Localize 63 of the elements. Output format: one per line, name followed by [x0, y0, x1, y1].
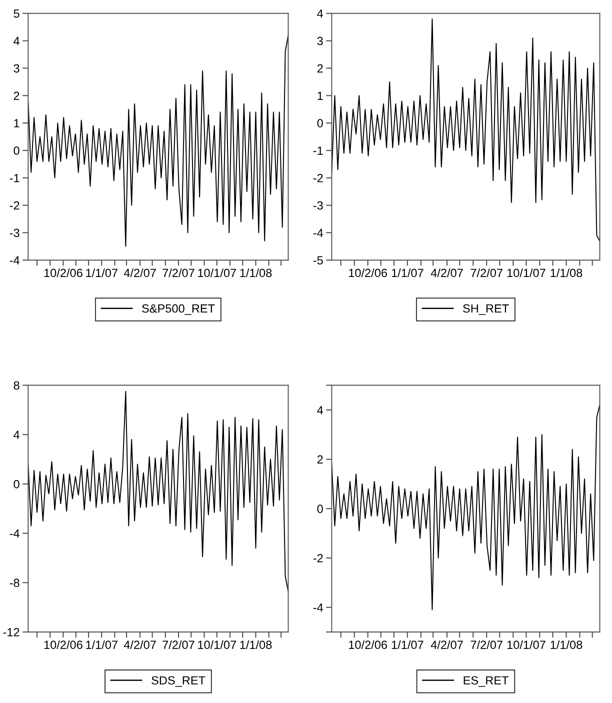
y-tick-label: -2 [313, 554, 323, 562]
y-tick-label: -4 [313, 228, 324, 237]
y-tick-label: 4 [317, 10, 324, 18]
y-tick-label: -3 [313, 201, 323, 210]
x-tick-label: 1/1/07 [392, 640, 424, 649]
y-tick-label: -2 [313, 174, 323, 182]
x-tick-label: 10/2/06 [44, 268, 82, 278]
y-tick-label: -12 [3, 628, 20, 636]
x-tick-label: 10/2/06 [44, 640, 82, 649]
legend-label: SDS_RET [152, 676, 206, 687]
x-tick-label: 1/1/08 [240, 640, 272, 649]
x-tick-label: 4/2/07 [124, 640, 156, 649]
x-tick-label: 4/2/07 [430, 640, 463, 649]
line-series [332, 18, 600, 242]
y-tick-label: -2 [10, 201, 20, 210]
x-tick-label: 1/1/08 [240, 268, 272, 278]
x-tick-label: 7/2/07 [470, 640, 502, 649]
line-series [332, 404, 600, 610]
x-tick-label: 10/2/06 [349, 268, 387, 278]
legend-label: SH_RET [463, 304, 509, 315]
x-tick-label: 1/1/07 [86, 268, 118, 278]
y-tick-label: -5 [313, 256, 323, 265]
legend-label: ES_RET [464, 676, 508, 687]
x-tick-label: 7/2/07 [162, 268, 194, 278]
y-tick-label: 1 [318, 92, 323, 100]
y-tick-label: 2 [317, 455, 323, 464]
legend-label: S&P500_RET [142, 304, 215, 315]
x-tick-label: 1/1/08 [550, 640, 582, 649]
x-tick-label: 1/1/07 [392, 268, 424, 278]
y-tick-label: 0 [14, 480, 20, 488]
x-tick-label: 10/1/07 [198, 640, 236, 649]
y-tick-label: -1 [313, 146, 323, 155]
x-tick-label: 1/1/08 [550, 268, 582, 278]
y-tick-label: 2 [14, 92, 20, 100]
y-tick-label: -4 [313, 603, 324, 612]
x-tick-label: 7/2/07 [162, 640, 194, 649]
y-tick-label: -8 [10, 578, 20, 588]
y-tick-label: -3 [10, 228, 20, 238]
y-tick-label: -4 [10, 529, 20, 538]
y-tick-label: 1 [14, 119, 20, 128]
y-tick-label: 3 [14, 64, 20, 73]
y-tick-label: -4 [10, 256, 20, 264]
y-tick-label: 0 [317, 119, 323, 128]
y-tick-label: 3 [317, 36, 323, 46]
line-series [28, 390, 288, 592]
y-tick-label: 4 [317, 406, 324, 414]
x-tick-label: 4/2/07 [430, 268, 463, 278]
y-tick-label: 4 [14, 430, 20, 439]
x-tick-label: 10/1/07 [507, 268, 546, 278]
x-tick-label: 10/1/07 [507, 640, 546, 649]
y-tick-label: 8 [14, 381, 20, 390]
y-tick-label: 0 [317, 504, 323, 514]
x-tick-label: 7/2/07 [470, 268, 502, 278]
y-tick-label: 5 [14, 10, 20, 18]
line-series [28, 34, 288, 247]
y-tick-label: 2 [317, 64, 323, 72]
x-tick-label: 4/2/07 [124, 268, 156, 278]
y-tick-label: 4 [14, 36, 20, 46]
y-tick-label: 0 [14, 146, 20, 155]
x-tick-label: 10/2/06 [349, 640, 387, 649]
y-tick-label: -1 [10, 174, 20, 182]
x-tick-label: 1/1/07 [86, 640, 118, 649]
x-tick-label: 10/1/07 [198, 268, 236, 278]
